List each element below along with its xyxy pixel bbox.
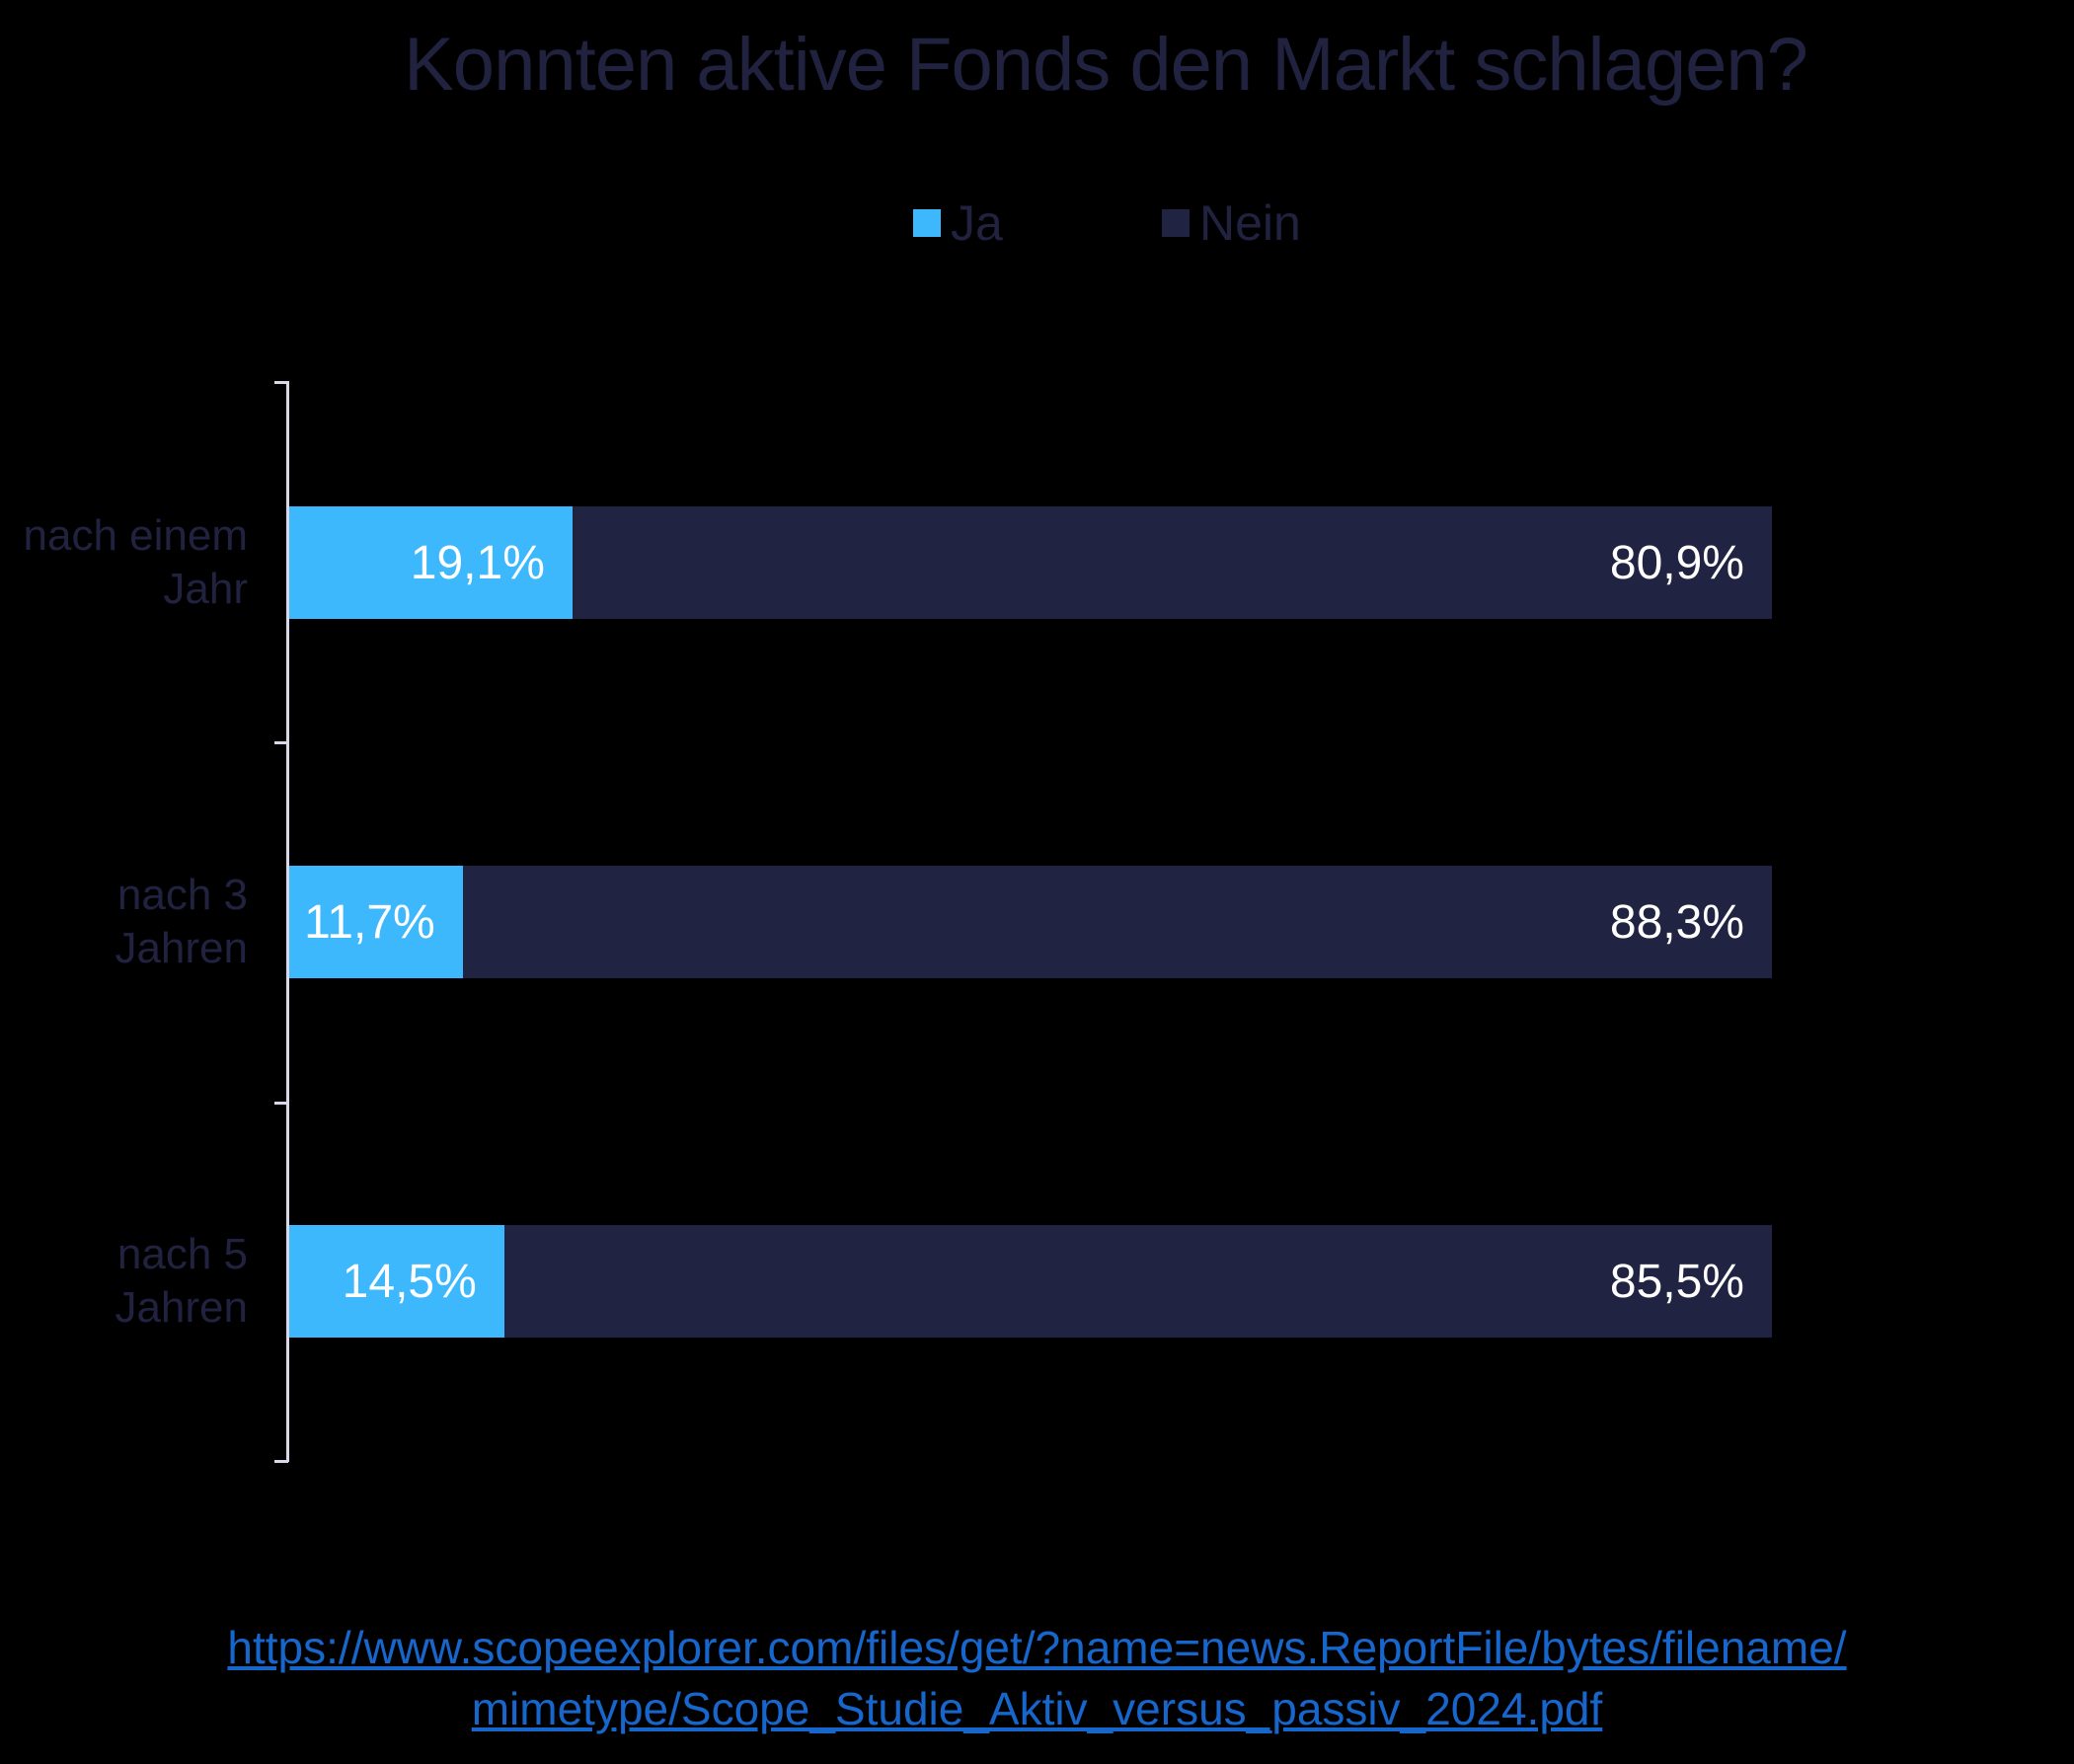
category-label: nach 3 Jahren [0, 869, 248, 975]
legend-label-ja: Ja [951, 195, 1003, 251]
bar-segment-nein: 85,5% [503, 1225, 1772, 1338]
legend-item-ja: Ja [913, 193, 1003, 253]
bar-segment-nein: 88,3% [462, 866, 1772, 978]
category-label-line: Jahr [163, 565, 248, 613]
legend-label-nein: Nein [1199, 195, 1301, 251]
bar-value-label: 19,1% [410, 536, 545, 589]
bar-segment-ja: 11,7% [289, 866, 463, 978]
source-link-line[interactable]: mimetype/Scope_Studie_Aktiv_versus_passi… [471, 1683, 1603, 1734]
bar-segment-ja: 14,5% [289, 1225, 504, 1338]
source-link-line[interactable]: https://www.scopeexplorer.com/files/get/… [227, 1622, 1847, 1673]
category-label-line: Jahren [115, 1283, 248, 1332]
chart-title: Konnten aktive Fonds den Markt schlagen? [404, 23, 1808, 107]
legend-item-nein: Nein [1162, 193, 1301, 253]
bar-value-label: 88,3% [1609, 895, 1744, 949]
y-axis-line [286, 381, 289, 1462]
source-link[interactable]: https://www.scopeexplorer.com/files/get/… [0, 1617, 2074, 1739]
bar-row: 19,1% 80,9% [289, 506, 1772, 619]
y-axis-tick [274, 381, 288, 384]
bar-segment-ja: 19,1% [289, 506, 573, 619]
bar-segment-nein: 80,9% [572, 506, 1772, 619]
bar-value-label: 85,5% [1609, 1255, 1744, 1308]
legend-swatch-nein [1162, 209, 1190, 237]
category-label-line: nach 3 [116, 871, 248, 919]
y-axis-tick [274, 741, 288, 744]
category-label-line: Jahren [115, 924, 248, 972]
category-label: nach einem Jahr [0, 509, 248, 616]
bar-row: 11,7% 88,3% [289, 866, 1772, 978]
legend-swatch-ja [913, 209, 941, 237]
bar-row: 14,5% 85,5% [289, 1225, 1772, 1338]
bar-value-label: 11,7% [304, 895, 435, 949]
category-label-line: nach 5 [116, 1230, 248, 1278]
bar-value-label: 14,5% [342, 1255, 477, 1308]
bar-value-label: 80,9% [1609, 536, 1744, 589]
category-label: nach 5 Jahren [0, 1228, 248, 1335]
category-label-line: nach einem [23, 511, 248, 560]
y-axis-tick [274, 1460, 288, 1463]
legend: Ja Nein [0, 193, 2074, 253]
y-axis-tick [274, 1102, 288, 1105]
